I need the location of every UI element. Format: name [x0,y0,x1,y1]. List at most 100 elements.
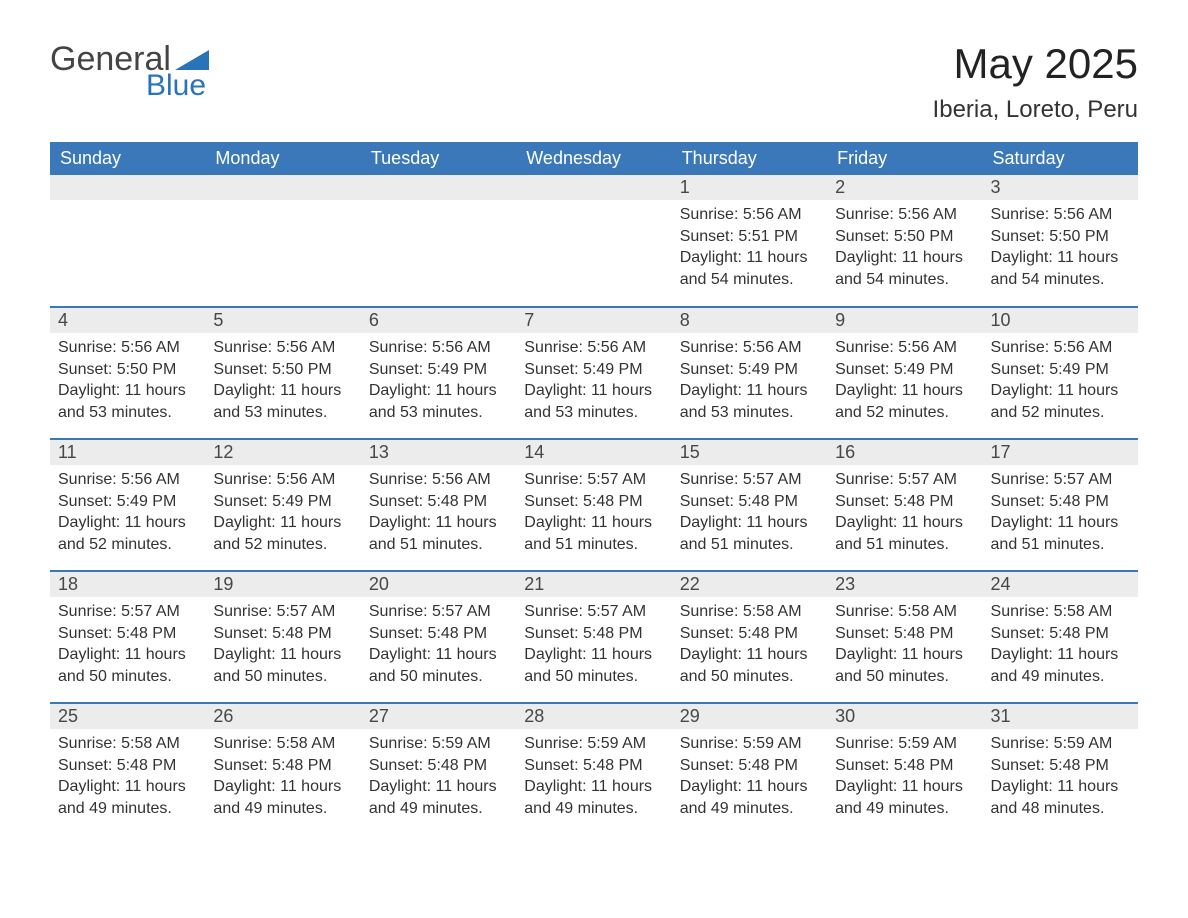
sunrise-line: Sunrise: 5:57 AM [524,601,663,623]
day-number: 17 [983,440,1138,465]
daylight-line: Daylight: 11 hours and 49 minutes. [213,776,352,819]
sunrise-line: Sunrise: 5:56 AM [835,337,974,359]
sunrise-line: Sunrise: 5:56 AM [369,337,508,359]
daylight-line: Daylight: 11 hours and 50 minutes. [680,644,819,687]
sunset-line: Sunset: 5:48 PM [524,755,663,777]
day-number: 21 [516,572,671,597]
daylight-line: Daylight: 11 hours and 53 minutes. [524,380,663,423]
sunrise-line: Sunrise: 5:56 AM [58,469,197,491]
day-data: Sunrise: 5:58 AMSunset: 5:48 PMDaylight:… [205,729,360,827]
day-number: 5 [205,308,360,333]
week-row: 18Sunrise: 5:57 AMSunset: 5:48 PMDayligh… [50,571,1138,703]
day-number: 4 [50,308,205,333]
sunrise-line: Sunrise: 5:58 AM [835,601,974,623]
col-friday: Friday [827,142,982,175]
calendar-table: Sunday Monday Tuesday Wednesday Thursday… [50,142,1138,835]
day-cell: 19Sunrise: 5:57 AMSunset: 5:48 PMDayligh… [205,571,360,703]
sunset-line: Sunset: 5:48 PM [58,623,197,645]
day-data: Sunrise: 5:56 AMSunset: 5:48 PMDaylight:… [361,465,516,563]
day-cell: 15Sunrise: 5:57 AMSunset: 5:48 PMDayligh… [672,439,827,571]
header: General Blue May 2025 Iberia, Loreto, Pe… [50,40,1138,124]
day-cell: 31Sunrise: 5:59 AMSunset: 5:48 PMDayligh… [983,703,1138,835]
day-data: Sunrise: 5:59 AMSunset: 5:48 PMDaylight:… [672,729,827,827]
day-cell: 6Sunrise: 5:56 AMSunset: 5:49 PMDaylight… [361,307,516,439]
daylight-line: Daylight: 11 hours and 54 minutes. [991,247,1130,290]
sunrise-line: Sunrise: 5:56 AM [213,469,352,491]
location: Iberia, Loreto, Peru [933,96,1138,124]
day-data: Sunrise: 5:57 AMSunset: 5:48 PMDaylight:… [205,597,360,695]
day-number: 26 [205,704,360,729]
day-data: Sunrise: 5:59 AMSunset: 5:48 PMDaylight:… [983,729,1138,827]
col-monday: Monday [205,142,360,175]
week-row: 25Sunrise: 5:58 AMSunset: 5:48 PMDayligh… [50,703,1138,835]
day-data: Sunrise: 5:56 AMSunset: 5:49 PMDaylight:… [827,333,982,431]
day-number: 20 [361,572,516,597]
sunset-line: Sunset: 5:48 PM [835,755,974,777]
day-cell: 23Sunrise: 5:58 AMSunset: 5:48 PMDayligh… [827,571,982,703]
sunrise-line: Sunrise: 5:56 AM [835,204,974,226]
day-cell: 3Sunrise: 5:56 AMSunset: 5:50 PMDaylight… [983,175,1138,307]
day-number: 29 [672,704,827,729]
week-row: 4Sunrise: 5:56 AMSunset: 5:50 PMDaylight… [50,307,1138,439]
day-data: Sunrise: 5:56 AMSunset: 5:50 PMDaylight:… [50,333,205,431]
day-cell: 2Sunrise: 5:56 AMSunset: 5:50 PMDaylight… [827,175,982,307]
day-number: 6 [361,308,516,333]
day-number: 10 [983,308,1138,333]
day-data: Sunrise: 5:57 AMSunset: 5:48 PMDaylight:… [672,465,827,563]
sunrise-line: Sunrise: 5:57 AM [991,469,1130,491]
sunset-line: Sunset: 5:48 PM [213,623,352,645]
sunrise-line: Sunrise: 5:57 AM [680,469,819,491]
day-number [361,175,516,200]
day-data: Sunrise: 5:56 AMSunset: 5:50 PMDaylight:… [205,333,360,431]
sunset-line: Sunset: 5:49 PM [991,359,1130,381]
sunrise-line: Sunrise: 5:59 AM [835,733,974,755]
day-cell: 1Sunrise: 5:56 AMSunset: 5:51 PMDaylight… [672,175,827,307]
daylight-line: Daylight: 11 hours and 50 minutes. [369,644,508,687]
day-number: 12 [205,440,360,465]
day-cell: 9Sunrise: 5:56 AMSunset: 5:49 PMDaylight… [827,307,982,439]
col-saturday: Saturday [983,142,1138,175]
logo-text-blue: Blue [146,69,206,103]
day-number: 16 [827,440,982,465]
sunset-line: Sunset: 5:48 PM [991,755,1130,777]
day-number: 30 [827,704,982,729]
daylight-line: Daylight: 11 hours and 49 minutes. [835,776,974,819]
day-data: Sunrise: 5:57 AMSunset: 5:48 PMDaylight:… [983,465,1138,563]
daylight-line: Daylight: 11 hours and 49 minutes. [369,776,508,819]
day-data: Sunrise: 5:57 AMSunset: 5:48 PMDaylight:… [50,597,205,695]
day-cell [516,175,671,307]
day-cell [361,175,516,307]
sunrise-line: Sunrise: 5:56 AM [680,204,819,226]
day-data: Sunrise: 5:57 AMSunset: 5:48 PMDaylight:… [361,597,516,695]
sunrise-line: Sunrise: 5:58 AM [213,733,352,755]
sunset-line: Sunset: 5:48 PM [369,491,508,513]
daylight-line: Daylight: 11 hours and 53 minutes. [369,380,508,423]
day-data: Sunrise: 5:58 AMSunset: 5:48 PMDaylight:… [672,597,827,695]
day-cell: 14Sunrise: 5:57 AMSunset: 5:48 PMDayligh… [516,439,671,571]
daylight-line: Daylight: 11 hours and 53 minutes. [213,380,352,423]
daylight-line: Daylight: 11 hours and 54 minutes. [835,247,974,290]
day-data: Sunrise: 5:56 AMSunset: 5:50 PMDaylight:… [827,200,982,298]
day-cell: 27Sunrise: 5:59 AMSunset: 5:48 PMDayligh… [361,703,516,835]
day-cell: 13Sunrise: 5:56 AMSunset: 5:48 PMDayligh… [361,439,516,571]
sunrise-line: Sunrise: 5:56 AM [991,337,1130,359]
day-cell: 7Sunrise: 5:56 AMSunset: 5:49 PMDaylight… [516,307,671,439]
sunset-line: Sunset: 5:49 PM [835,359,974,381]
sunset-line: Sunset: 5:48 PM [58,755,197,777]
day-cell: 24Sunrise: 5:58 AMSunset: 5:48 PMDayligh… [983,571,1138,703]
day-cell: 12Sunrise: 5:56 AMSunset: 5:49 PMDayligh… [205,439,360,571]
day-data: Sunrise: 5:56 AMSunset: 5:49 PMDaylight:… [672,333,827,431]
sunrise-line: Sunrise: 5:56 AM [524,337,663,359]
day-number: 24 [983,572,1138,597]
day-data: Sunrise: 5:59 AMSunset: 5:48 PMDaylight:… [516,729,671,827]
sunrise-line: Sunrise: 5:59 AM [524,733,663,755]
day-data: Sunrise: 5:58 AMSunset: 5:48 PMDaylight:… [983,597,1138,695]
day-data: Sunrise: 5:59 AMSunset: 5:48 PMDaylight:… [361,729,516,827]
sunset-line: Sunset: 5:50 PM [58,359,197,381]
sunset-line: Sunset: 5:48 PM [369,623,508,645]
day-data: Sunrise: 5:56 AMSunset: 5:51 PMDaylight:… [672,200,827,298]
sunset-line: Sunset: 5:48 PM [524,623,663,645]
day-number: 27 [361,704,516,729]
day-cell: 30 Sunrise: 5:59 AMSunset: 5:48 PMDayligh… [827,703,982,835]
col-wednesday: Wednesday [516,142,671,175]
